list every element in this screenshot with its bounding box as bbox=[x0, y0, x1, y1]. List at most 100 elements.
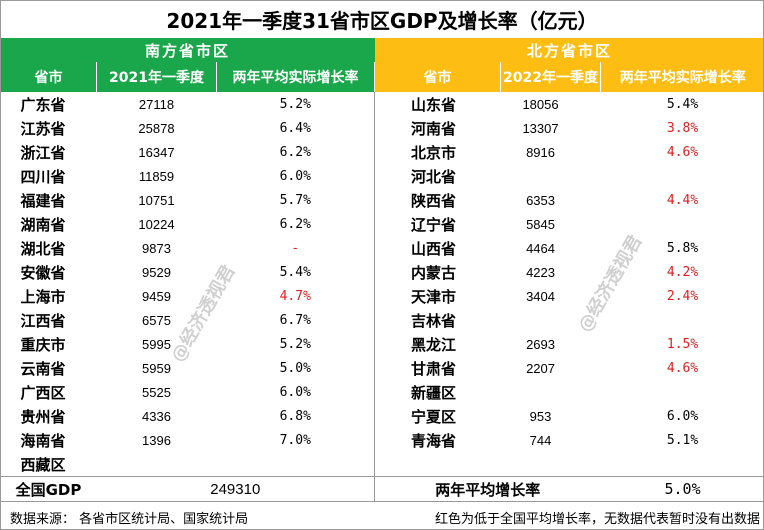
north-gdp: 953 bbox=[529, 408, 552, 424]
south-rate: 4.7% bbox=[279, 288, 311, 304]
north-province: 黑龙江 bbox=[374, 332, 501, 356]
south-rate: 6.8% bbox=[279, 408, 311, 424]
table-row: 重庆市 5995 5.2% 黑龙江 2693 1.5% bbox=[1, 332, 764, 356]
north-rate bbox=[601, 164, 764, 188]
north-gdp: 4223 bbox=[526, 264, 555, 280]
south-gdp: 6575 bbox=[142, 312, 171, 328]
north-gdp: 8916 bbox=[526, 144, 555, 160]
south-rate: 6.0% bbox=[279, 384, 311, 400]
avg-rate-label: 两年平均增长率 bbox=[374, 476, 601, 502]
north-col-gdp: 2022年一季度 bbox=[500, 62, 601, 92]
south-province: 广西区 bbox=[20, 383, 66, 402]
south-province: 江苏省 bbox=[20, 119, 66, 138]
north-gdp: 6353 bbox=[526, 192, 555, 208]
south-province: 四川省 bbox=[20, 167, 66, 186]
south-rate: 5.7% bbox=[279, 192, 311, 208]
north-province: 青海省 bbox=[374, 428, 501, 452]
north-gdp: 18056 bbox=[522, 96, 559, 112]
south-gdp: 16347 bbox=[138, 144, 175, 160]
south-col-rate: 两年平均实际增长率 bbox=[215, 62, 375, 92]
north-rate: 4.6% bbox=[666, 360, 699, 376]
table-row: 上海市 9459 4.7% 天津市 3404 2.4% bbox=[1, 284, 764, 308]
north-province: 河南省 bbox=[374, 116, 501, 140]
south-rate: 6.4% bbox=[279, 120, 311, 136]
north-province: 宁夏区 bbox=[374, 404, 501, 428]
south-rate: 6.2% bbox=[279, 216, 311, 232]
total-label: 全国GDP bbox=[0, 476, 97, 502]
south-rate: 5.0% bbox=[279, 360, 311, 376]
north-gdp: 4464 bbox=[526, 240, 555, 256]
north-gdp: 744 bbox=[529, 432, 552, 448]
table-row: 广西区 5525 6.0% 新疆区 bbox=[1, 380, 764, 404]
south-gdp: 9873 bbox=[142, 240, 171, 256]
north-rate bbox=[601, 452, 764, 477]
south-province: 福建省 bbox=[20, 191, 66, 210]
north-rate: 5.1% bbox=[666, 432, 699, 448]
footer: 数据来源： 各省市区统计局、国家统计局 红色为低于全国平均增长率，无数据代表暂时… bbox=[10, 508, 760, 527]
south-province: 贵州省 bbox=[20, 407, 66, 426]
south-rate: 6.2% bbox=[279, 144, 311, 160]
south-rate bbox=[217, 452, 375, 477]
footer-note: 红色为低于全国平均增长率，无数据代表暂时没有出数据 bbox=[434, 512, 760, 527]
south-rate: 5.4% bbox=[279, 264, 311, 280]
south-gdp: 5959 bbox=[142, 360, 171, 376]
south-gdp: 27118 bbox=[138, 96, 175, 112]
total-row: 全国GDP 249310 两年平均增长率 5.0% bbox=[0, 476, 764, 502]
page-title: 2021年一季度31省市区GDP及增长率（亿元） bbox=[0, 0, 764, 39]
table-row: 浙江省 16347 6.2% 北京市 8916 4.6% bbox=[1, 140, 764, 164]
north-gdp bbox=[501, 380, 601, 404]
north-province: 陕西省 bbox=[374, 188, 501, 212]
north-col-province: 省市 bbox=[374, 62, 501, 92]
south-gdp: 9529 bbox=[142, 264, 171, 280]
north-province: 甘肃省 bbox=[374, 356, 501, 380]
south-gdp: 9459 bbox=[142, 288, 171, 304]
north-province bbox=[374, 452, 501, 477]
south-province: 广东省 bbox=[20, 95, 66, 114]
north-province: 河北省 bbox=[374, 164, 501, 188]
table-row: 湖南省 10224 6.2% 辽宁省 5845 bbox=[1, 212, 764, 236]
north-province: 山东省 bbox=[374, 92, 501, 116]
south-province: 重庆市 bbox=[20, 335, 66, 354]
north-rate bbox=[601, 380, 764, 404]
south-province: 安徽省 bbox=[20, 263, 66, 282]
south-gdp: 1396 bbox=[142, 432, 171, 448]
south-province: 浙江省 bbox=[20, 143, 66, 162]
south-gdp: 11859 bbox=[138, 168, 175, 184]
north-gdp: 2207 bbox=[526, 360, 555, 376]
north-col-rate: 两年平均实际增长率 bbox=[600, 62, 764, 92]
south-gdp: 25878 bbox=[138, 120, 175, 136]
north-gdp bbox=[501, 164, 601, 188]
south-rate: 6.0% bbox=[279, 168, 311, 184]
south-province: 海南省 bbox=[20, 431, 66, 450]
south-col-gdp: 2021年一季度 bbox=[96, 62, 217, 92]
south-rate: 5.2% bbox=[279, 96, 311, 112]
south-gdp: 10751 bbox=[138, 192, 175, 208]
south-rate: 6.7% bbox=[279, 312, 311, 328]
south-gdp: 10224 bbox=[138, 216, 175, 232]
table-row: 贵州省 4336 6.8% 宁夏区 953 6.0% bbox=[1, 404, 764, 428]
north-rate: 5.4% bbox=[666, 96, 699, 112]
south-rate: 5.2% bbox=[279, 336, 311, 352]
table-row: 广东省 27118 5.2% 山东省 18056 5.4% bbox=[1, 92, 764, 116]
north-gdp: 2693 bbox=[526, 336, 555, 352]
table-row: 四川省 11859 6.0% 河北省 bbox=[1, 164, 764, 188]
north-rate: 6.0% bbox=[666, 408, 699, 424]
south-section-header: 南方省市区 bbox=[0, 38, 375, 62]
north-rate: 2.4% bbox=[666, 288, 699, 304]
north-gdp bbox=[501, 452, 601, 477]
south-gdp: 5525 bbox=[142, 384, 171, 400]
table-row: 江苏省 25878 6.4% 河南省 13307 3.8% bbox=[1, 116, 764, 140]
north-rate: 4.2% bbox=[666, 264, 699, 280]
total-value: 249310 bbox=[96, 476, 375, 502]
north-gdp: 3404 bbox=[526, 288, 555, 304]
north-province: 吉林省 bbox=[374, 308, 501, 332]
north-rate: 1.5% bbox=[666, 336, 699, 352]
table-row: 江西省 6575 6.7% 吉林省 bbox=[1, 308, 764, 332]
table-row: 湖北省 9873 - 山西省 4464 5.8% bbox=[1, 236, 764, 260]
table-row: 安徽省 9529 5.4% 内蒙古 4223 4.2% bbox=[1, 260, 764, 284]
north-province: 新疆区 bbox=[374, 380, 501, 404]
south-province: 云南省 bbox=[20, 359, 66, 378]
north-section-header: 北方省市区 bbox=[374, 38, 764, 62]
north-rate bbox=[601, 308, 764, 332]
